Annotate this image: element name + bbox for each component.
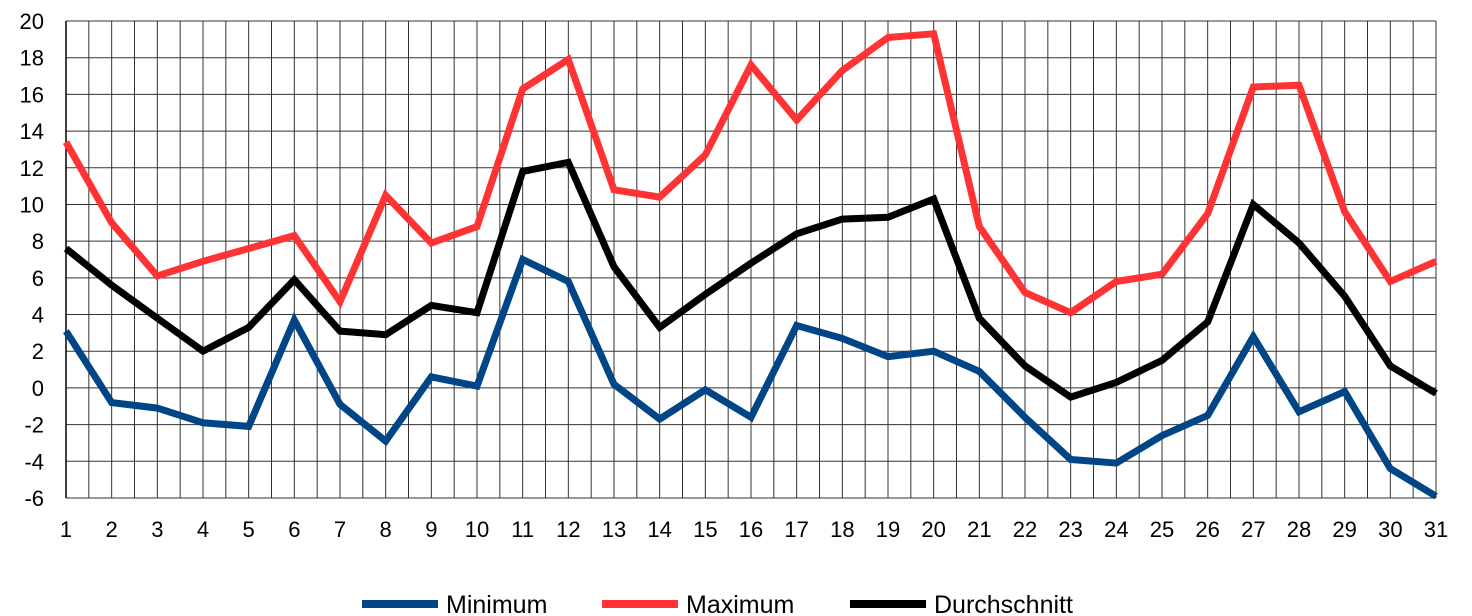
- x-tick-label: 5: [243, 517, 255, 542]
- x-tick-label: 16: [739, 517, 763, 542]
- x-tick-label: 21: [967, 517, 991, 542]
- x-tick-label: 2: [106, 517, 118, 542]
- series-line-minimum: [63, 254, 1438, 500]
- x-tick-label: 24: [1104, 517, 1128, 542]
- y-tick-label: 20: [20, 9, 44, 34]
- x-tick-label: 25: [1150, 517, 1174, 542]
- chart-series: [62, 30, 1438, 500]
- y-tick-label: 14: [20, 119, 44, 144]
- y-tick-label: 12: [20, 156, 44, 181]
- x-tick-label: 14: [647, 517, 671, 542]
- x-tick-label: 27: [1241, 517, 1265, 542]
- x-tick-label: 28: [1287, 517, 1311, 542]
- x-tick-label: 7: [334, 517, 346, 542]
- x-tick-label: 13: [602, 517, 626, 542]
- legend-label: Maximum: [686, 591, 794, 616]
- x-tick-label: 30: [1378, 517, 1402, 542]
- y-tick-label: 4: [32, 303, 44, 328]
- y-tick-label: 16: [20, 82, 44, 107]
- y-tick-label: -2: [24, 413, 44, 438]
- x-tick-label: 26: [1195, 517, 1219, 542]
- y-tick-label: 0: [32, 376, 44, 401]
- y-tick-label: 8: [32, 229, 44, 254]
- x-tick-label: 11: [511, 517, 534, 542]
- chart-grid: [65, 20, 1437, 499]
- x-tick-label: 23: [1058, 517, 1082, 542]
- x-tick-label: 22: [1013, 517, 1037, 542]
- x-tick-label: 29: [1332, 517, 1356, 542]
- x-tick-label: 19: [876, 517, 900, 542]
- chart-legend: Minimum Maximum Durchschnitt: [362, 591, 1073, 616]
- x-tick-label: 18: [830, 517, 854, 542]
- legend-label: Minimum: [446, 591, 547, 616]
- x-tick-label: 6: [288, 517, 300, 542]
- y-tick-label: -4: [24, 449, 44, 474]
- x-tick-label: 4: [197, 517, 209, 542]
- series-line-durchschnitt: [63, 158, 1438, 401]
- y-tick-label: 2: [32, 339, 44, 364]
- x-tick-label: 9: [425, 517, 437, 542]
- series-line-maximum: [62, 30, 1438, 317]
- x-tick-label: 17: [784, 517, 808, 542]
- y-tick-label: -6: [24, 486, 44, 511]
- y-tick-label: 6: [32, 266, 44, 291]
- x-tick-label: 8: [380, 517, 392, 542]
- y-tick-label: 18: [20, 46, 44, 71]
- x-tick-label: 12: [556, 517, 580, 542]
- x-tick-label: 15: [693, 517, 717, 542]
- y-axis-tick-labels: -6 -4 -2 0 2 4 6 8 10 12 14 16 18 20: [20, 9, 44, 511]
- x-tick-label: 3: [151, 517, 163, 542]
- x-tick-label: 1: [60, 517, 72, 542]
- x-tick-label: 31: [1424, 517, 1448, 542]
- y-tick-label: 10: [20, 192, 44, 217]
- legend-label: Durchschnitt: [934, 591, 1073, 616]
- x-axis-tick-labels: 1 2 3 4 5 6 7 8 9 10 11 12 13 14 15 16 17 18 19 20 21 22 23 24 2…: [60, 517, 1448, 542]
- x-tick-label: 10: [465, 517, 489, 542]
- x-tick-label: 20: [921, 517, 945, 542]
